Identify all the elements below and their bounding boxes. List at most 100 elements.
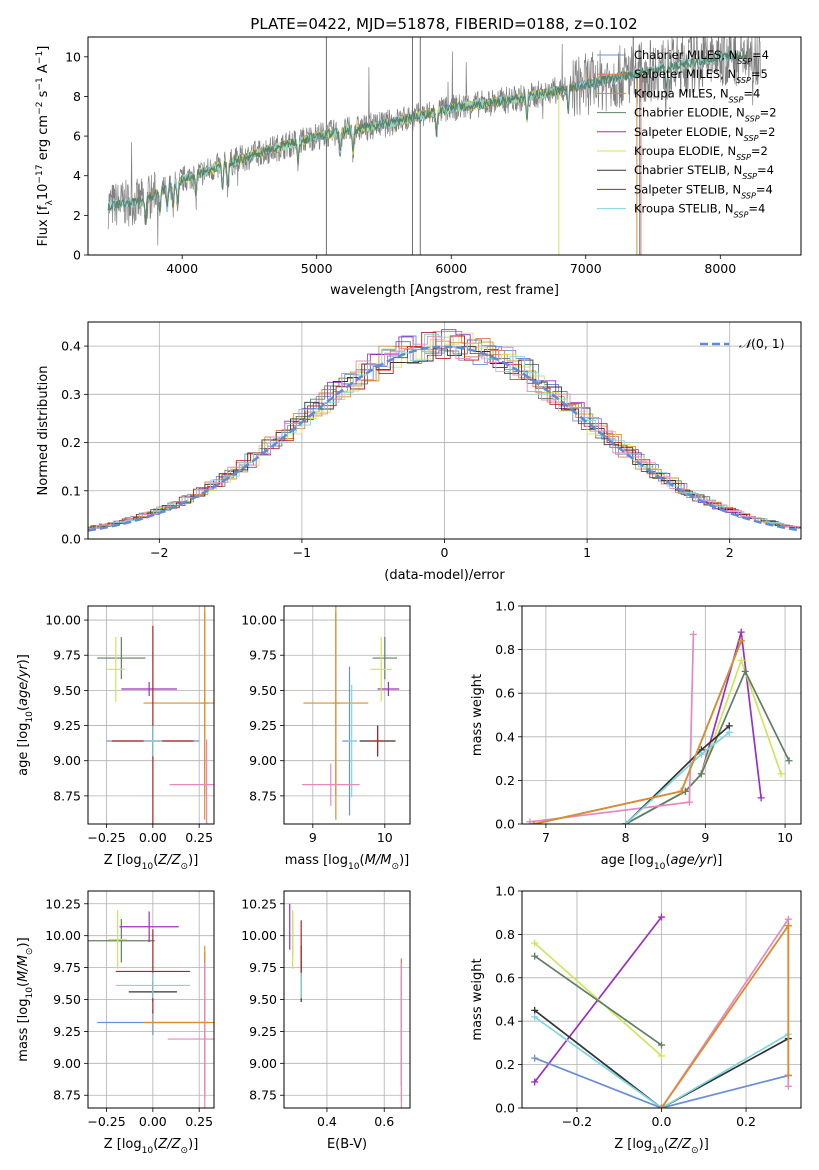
- mass_weight_vs_age-panel: 7 8 9 10 0.0 0.2 0.4 0.6 0.8 1.0 age [log10(age/yr…: [470, 599, 802, 872]
- y-tick-label: 4: [73, 168, 81, 183]
- spectrum-panel: 4000 5000 6000 7000 8000 0 2 4 6 8 10 wavelength [A…: [35, 36, 802, 298]
- x-tick-label: 0.25: [185, 1114, 213, 1129]
- marker: [697, 770, 705, 778]
- plot-area: [289, 903, 403, 1108]
- marker: [622, 820, 630, 824]
- y-tick-label: 0.8: [495, 927, 515, 942]
- y-axis-label: Normed distribution: [36, 366, 51, 496]
- age_vs_mass-panel: 9 10 8.75 9.00 9.25 9.50 9.75 10.00 mass [log10(…: [241, 605, 411, 872]
- y-tick-label: 2: [73, 208, 81, 223]
- plot-area: [88, 329, 801, 532]
- legend-entry: Chabrier STELIB, NSSP=4: [634, 163, 774, 181]
- x-axis-label: mass [log10(M/M⊙)]: [285, 853, 409, 872]
- y-tick-label: 0.6: [495, 686, 515, 701]
- x-tick-label: 4000: [166, 261, 198, 276]
- mass-weight-line: [534, 1009, 789, 1108]
- marker: [531, 952, 539, 960]
- marker: [737, 637, 745, 645]
- y-tick-label: 9.00: [53, 1056, 81, 1071]
- axes-frame: [521, 605, 802, 825]
- mass-weight-line: [534, 942, 663, 1057]
- marker: [784, 922, 792, 930]
- age_vs_Z-panel: −0.25 0.00 0.25 8.75 9.00 9.25 9.50 9.75 10.00 Z …: [16, 605, 215, 872]
- x-tick-label: 2: [726, 545, 734, 560]
- y-tick-label: 10: [65, 49, 81, 64]
- y-tick-label: 9.50: [53, 992, 81, 1007]
- plot-area: [88, 910, 214, 1108]
- mass-weight-line: [625, 657, 782, 824]
- legend-entry: Salpeter STELIB, NSSP=4: [634, 182, 773, 200]
- y-tick-label: 9.00: [53, 753, 81, 768]
- y-tick-label: 1.0: [495, 884, 515, 899]
- mass_vs_Z-panel: −0.25 0.00 0.25 8.75 9.00 9.25 9.50 9.75 10.00 10…: [16, 890, 215, 1156]
- marker: [784, 915, 792, 923]
- y-tick-label: 8.75: [249, 788, 277, 803]
- plot-area: [97, 606, 214, 824]
- marker: [777, 770, 785, 778]
- legend-entry: Kroupa STELIB, NSSP=4: [634, 202, 765, 220]
- y-tick-label: 0.4: [495, 729, 515, 744]
- marker: [658, 1041, 665, 1049]
- mass-weight-line: [534, 1057, 789, 1108]
- marker: [737, 628, 745, 636]
- y-tick-label: 9.75: [249, 960, 277, 975]
- marker: [658, 913, 665, 921]
- axes-frame: [283, 605, 411, 825]
- y-axis-label: mass weight: [470, 958, 485, 1040]
- x-tick-label: 0: [441, 545, 449, 560]
- y-tick-label: 9.75: [249, 648, 277, 663]
- marker: [685, 798, 693, 806]
- y-axis-label: age [log10(age/yr)]: [16, 654, 35, 776]
- y-tick-label: 9.00: [249, 1056, 277, 1071]
- marker: [725, 722, 733, 730]
- y-tick-label: 8.75: [249, 1088, 277, 1103]
- axes-frame: [521, 890, 802, 1109]
- y-tick-label: 10.25: [45, 896, 81, 911]
- mass-weight-line: [533, 640, 742, 824]
- marker: [531, 1054, 539, 1062]
- marker: [526, 818, 534, 824]
- y-tick-label: 9.75: [53, 960, 81, 975]
- y-tick-label: 0.1: [61, 483, 81, 498]
- x-tick-label: −0.25: [87, 1114, 125, 1129]
- x-tick-label: 7000: [570, 261, 602, 276]
- y-axis-label: Flux [fλ10−17 erg cm−2 s−1 A−1]: [35, 46, 55, 247]
- marker: [741, 667, 749, 675]
- mass-weight-line: [534, 955, 662, 1046]
- axes-frame: [87, 321, 802, 540]
- x-tick-label: −0.2: [562, 1114, 592, 1129]
- y-tick-label: 9.50: [249, 683, 277, 698]
- marker: [725, 728, 733, 736]
- x-tick-label: 0.4: [317, 1114, 337, 1129]
- y-tick-label: 1.0: [495, 599, 515, 614]
- y-tick-label: 10.25: [241, 896, 277, 911]
- marker: [784, 1082, 792, 1090]
- marker: [658, 1052, 665, 1060]
- y-tick-label: 0.3: [61, 387, 81, 402]
- residuals-panel: −2 −1 0 1 2 0.0 0.1 0.2 0.3 0.4 (data-model)/error…: [36, 321, 802, 583]
- y-tick-label: 9.25: [249, 718, 277, 733]
- y-tick-label: 9.50: [249, 992, 277, 1007]
- y-tick-label: 0.4: [61, 339, 81, 354]
- legend-entry: 𝒩(0, 1): [739, 336, 785, 351]
- marker: [785, 757, 793, 765]
- y-tick-label: 9.25: [53, 718, 81, 733]
- marker: [658, 1104, 665, 1108]
- x-tick-label: 0.00: [139, 830, 167, 845]
- legend-entry: Kroupa MILES, NSSP=4: [634, 86, 760, 104]
- marker: [531, 1013, 539, 1021]
- legend-entry: Salpeter MILES, NSSP=5: [634, 67, 768, 85]
- marker: [677, 787, 685, 795]
- y-tick-label: 0.2: [495, 1057, 515, 1072]
- x-tick-label: −0.25: [87, 830, 125, 845]
- model-spectrum: [107, 49, 748, 225]
- marker: [530, 820, 538, 824]
- axes-frame: [283, 890, 411, 1109]
- y-tick-label: 0.8: [495, 642, 515, 657]
- model-spectrum: [174, 87, 559, 206]
- y-axis-label: mass weight: [470, 674, 485, 756]
- residual-histogram: [88, 333, 801, 530]
